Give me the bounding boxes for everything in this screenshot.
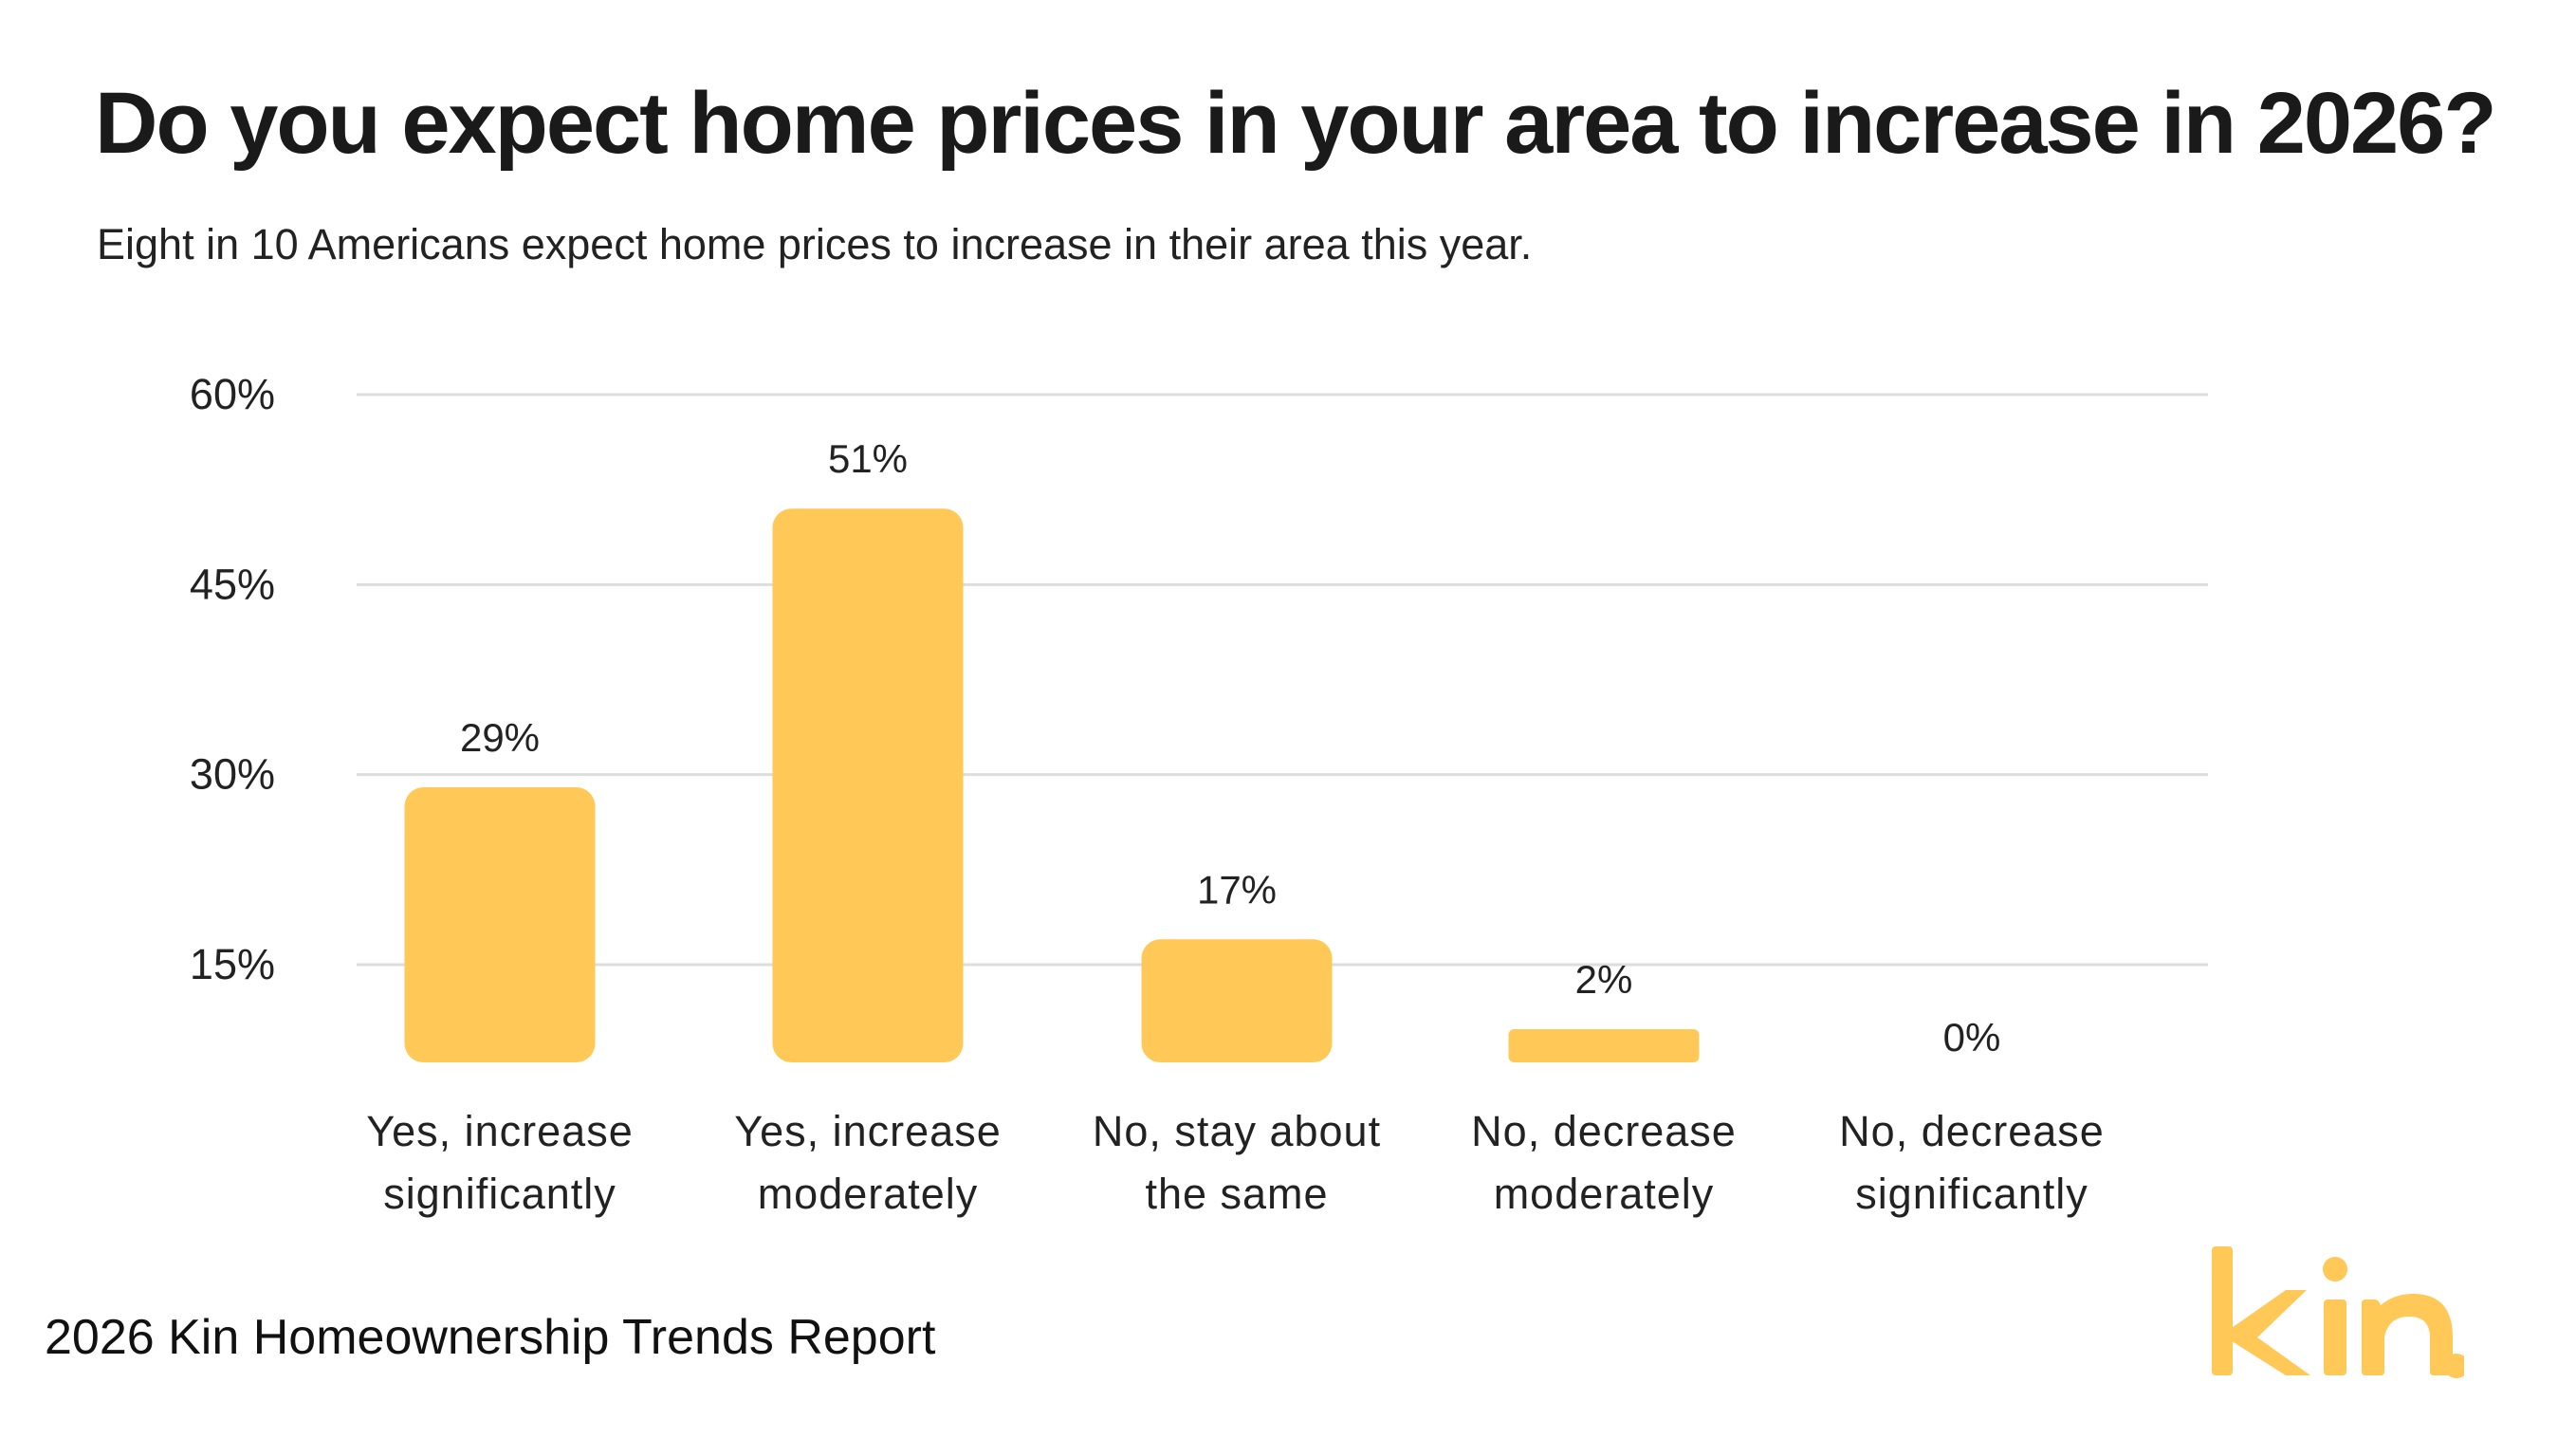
- bar: [1141, 939, 1333, 1062]
- category-label: moderately: [1494, 1170, 1715, 1218]
- kin-logo: [2212, 1246, 2464, 1378]
- data-label: 0%: [1943, 1015, 2001, 1060]
- data-labels: 29% 51% 17% 2% 0%: [460, 436, 2000, 1060]
- data-label: 17%: [1197, 867, 1277, 912]
- category-label: significantly: [383, 1170, 616, 1218]
- category-labels: Yes, increase significantly Yes, increase m…: [366, 1107, 2105, 1218]
- chart-title: Do you expect home prices in your area t…: [95, 75, 2497, 172]
- bars: [404, 508, 1700, 1062]
- category-label: No, stay about: [1093, 1107, 1381, 1155]
- category-label: No, decrease: [1839, 1107, 2105, 1155]
- bar: [1508, 1029, 1700, 1062]
- data-label: 2%: [1575, 957, 1633, 1002]
- y-tick-label: 15%: [190, 940, 275, 988]
- category-label: Yes, increase: [734, 1107, 1002, 1155]
- report-source: 2026 Kin Homeownership Trends Report: [45, 1310, 936, 1365]
- bar: [404, 787, 596, 1062]
- data-label: 29%: [460, 715, 540, 760]
- category-label: moderately: [758, 1170, 979, 1218]
- category-label: No, decrease: [1471, 1107, 1737, 1155]
- data-label: 51%: [828, 436, 908, 481]
- y-axis: 15% 30% 45% 60%: [190, 370, 275, 988]
- chart-subtitle: Eight in 10 Americans expect home prices…: [97, 220, 1533, 268]
- y-tick-label: 60%: [190, 370, 275, 418]
- category-label: the same: [1145, 1170, 1328, 1218]
- category-label: Yes, increase: [366, 1107, 634, 1155]
- category-label: significantly: [1855, 1170, 2088, 1218]
- bar: [772, 508, 964, 1062]
- y-tick-label: 30%: [190, 750, 275, 799]
- bar-chart: 15% 30% 45% 60% 29% 51% 17% 2% 0% Yes, increase…: [190, 370, 2208, 1218]
- y-tick-label: 45%: [190, 560, 275, 608]
- gridlines: [357, 393, 2208, 967]
